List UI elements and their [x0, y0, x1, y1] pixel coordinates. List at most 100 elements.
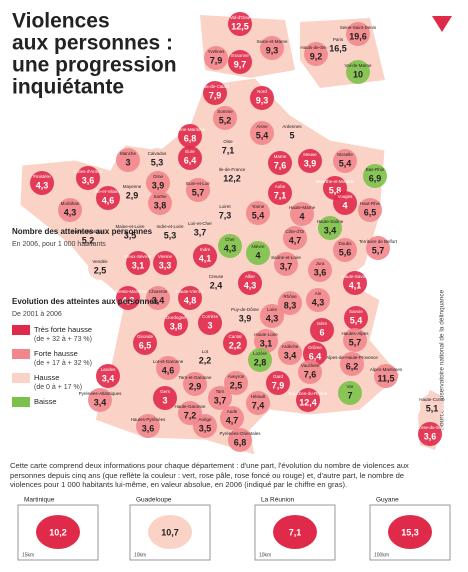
overseas-scale: 100km [374, 552, 389, 558]
department-name: Jura [316, 261, 325, 266]
overseas-name: La Réunion [261, 497, 295, 504]
department [266, 371, 290, 395]
overseas-value: 10,2 [49, 527, 67, 537]
department [76, 226, 100, 250]
department [366, 236, 390, 260]
department-name: Hérault [251, 394, 266, 399]
department-name: Haute-Marne [289, 205, 316, 210]
department [298, 149, 322, 173]
department-name: Gard [273, 374, 284, 379]
department-name: Essonne [231, 53, 249, 58]
department-value: 3,6 [142, 423, 155, 433]
department [250, 86, 274, 110]
legend-range: (de + 32 à + 73 %) [34, 336, 92, 343]
department-name: Allier [245, 274, 256, 279]
department-value: 3,4 [152, 295, 165, 305]
department [208, 386, 232, 410]
department-name: Haute-Vienne [176, 289, 204, 294]
department-name: Hautes-Alpes [341, 331, 369, 336]
department-value: 4,3 [224, 243, 237, 253]
department [96, 364, 120, 388]
department-name: Aveyron [228, 374, 245, 379]
department [344, 306, 368, 330]
department-value: 3,4 [284, 350, 297, 360]
department-value: 2,8 [254, 357, 267, 367]
department-value: 12,4 [299, 397, 317, 407]
department-value: 4,1 [199, 253, 212, 263]
department [248, 348, 272, 372]
department-name: Lozère [253, 351, 267, 356]
department [260, 304, 284, 328]
overseas-scale: 10km [259, 552, 271, 558]
legend-label: Baisse [34, 397, 57, 406]
department-name: Cantal [228, 334, 241, 339]
department-name: Doubs [338, 241, 352, 246]
department-value: 6,8 [234, 437, 247, 447]
department [188, 218, 212, 242]
legend-swatch [12, 373, 30, 383]
department-value: 5,2 [219, 115, 232, 125]
department [178, 146, 202, 170]
department [186, 178, 210, 202]
department-value: 5,4 [339, 158, 352, 168]
department-value: 3,6 [424, 431, 437, 441]
department-value: 4,7 [226, 415, 239, 425]
department-name: Maine-et-Loire [115, 224, 145, 229]
department-value: 4,1 [349, 280, 362, 290]
department [268, 151, 292, 175]
department-value: 16,5 [329, 43, 347, 53]
department-name: Ariège [198, 417, 212, 422]
overseas-scale: 15km [22, 552, 34, 558]
department-value: 3,7 [280, 261, 293, 271]
department-value: 5,6 [339, 247, 352, 257]
department [216, 136, 240, 160]
department-value: 5,1 [426, 403, 439, 413]
department-name: Deux-Sèvres [125, 254, 152, 259]
department-value: 5,7 [349, 337, 362, 347]
department-name: Val-de-Marne [345, 63, 372, 68]
department [310, 318, 334, 342]
department-name: Ardennes [282, 124, 302, 129]
department [303, 342, 327, 366]
department-name: Landes [101, 367, 117, 372]
department [420, 394, 444, 418]
department [133, 331, 157, 355]
department [363, 164, 387, 188]
department-value: 6,5 [364, 207, 377, 217]
department [183, 372, 207, 396]
department-name: Ile-de-France [219, 167, 246, 172]
department [193, 346, 217, 370]
department [246, 391, 270, 415]
department [346, 60, 370, 84]
department [254, 329, 278, 353]
overseas-name: Guyane [376, 497, 399, 504]
department-value: 6,2 [346, 361, 359, 371]
department-name: Loiret [219, 204, 231, 209]
department [30, 171, 54, 195]
department-name: Côtes-d'Armor [74, 169, 103, 174]
department [88, 388, 112, 412]
department-value: 3,9 [152, 180, 165, 190]
department-name: Vosges [338, 194, 354, 199]
department-name: Oise [223, 139, 233, 144]
department-name: Finistère [33, 174, 51, 179]
legend-label: Forte hausse [34, 349, 78, 358]
department-name: Var [347, 384, 354, 389]
department [346, 22, 370, 46]
department-value: 4,3 [312, 297, 325, 307]
department-name: Vienne [158, 254, 172, 259]
department [116, 286, 140, 310]
department-value: 5,7 [372, 245, 385, 255]
department-name: Hauts-de-Seine [300, 45, 332, 50]
department-value: 3,8 [170, 321, 183, 331]
department-name: Seine-Saint-Denis [340, 25, 377, 30]
department-value: 4 [255, 250, 260, 260]
department [213, 106, 237, 130]
department-value: 7,6 [304, 369, 317, 379]
department-name: Savoie [349, 309, 363, 314]
department [278, 341, 302, 365]
overseas-value: 7,1 [289, 527, 302, 537]
department [213, 201, 237, 225]
department [158, 221, 182, 245]
